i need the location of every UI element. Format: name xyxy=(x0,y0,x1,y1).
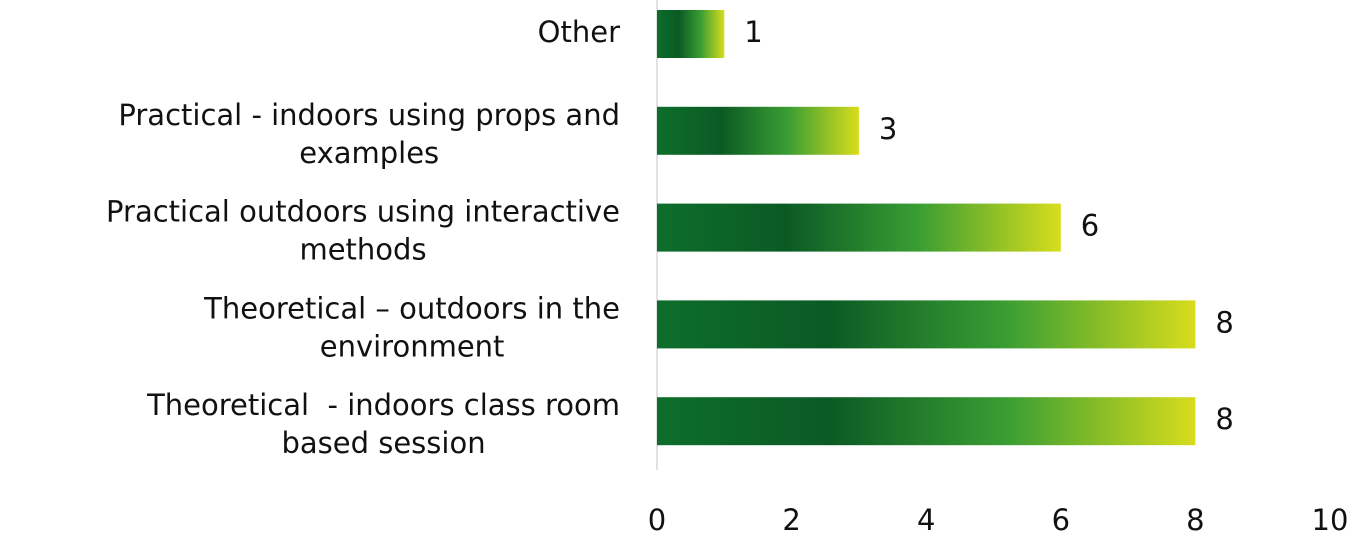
value-label: 8 xyxy=(1215,402,1233,436)
bar xyxy=(657,106,859,155)
category-label: Practical - indoors using props and examp… xyxy=(118,98,620,170)
category-label: Other xyxy=(538,15,620,49)
category-label: Theoretical – outdoors in the environment xyxy=(203,291,620,363)
category-label: Theoretical - indoors class room based se… xyxy=(146,388,620,460)
x-tick-label: 0 xyxy=(648,503,666,537)
x-tick-label: 6 xyxy=(1052,503,1070,537)
x-tick-label: 8 xyxy=(1186,503,1204,537)
value-label: 6 xyxy=(1081,209,1099,243)
category-label: Practical outdoors using interactive meth… xyxy=(106,195,620,267)
value-label: 1 xyxy=(744,15,762,49)
bar xyxy=(657,397,1196,446)
value-label: 3 xyxy=(879,112,897,146)
bar xyxy=(657,300,1196,349)
x-tick-label: 2 xyxy=(782,503,800,537)
bar xyxy=(657,10,725,58)
value-label: 8 xyxy=(1215,305,1233,339)
bar xyxy=(657,203,1061,252)
x-tick-label: 10 xyxy=(1312,503,1349,537)
x-tick-label: 4 xyxy=(917,503,935,537)
